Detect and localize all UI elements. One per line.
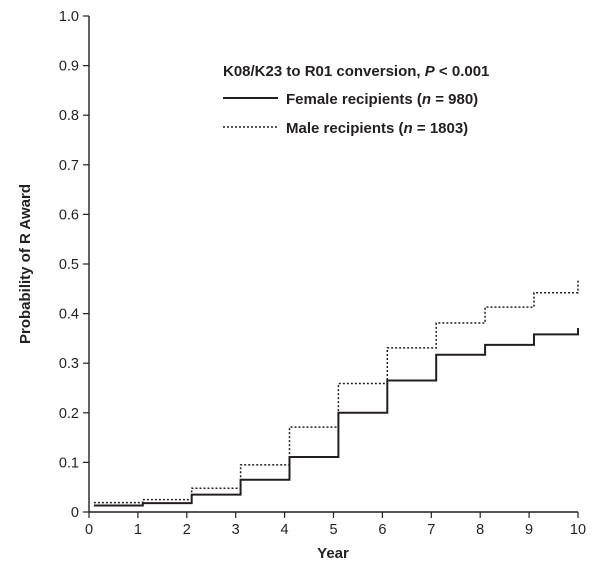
y-axis-title: Probability of R Award	[17, 184, 34, 344]
y-tick-label: 0.5	[59, 257, 79, 273]
y-tick-label: 0.7	[59, 158, 79, 174]
legend-label-female: Female recipients (n = 980)	[286, 91, 478, 108]
x-tick-label: 10	[570, 522, 586, 538]
x-axis-ticks: 0 1 2 3 4 5 6 7 8 9 10	[85, 512, 586, 538]
y-tick-label: 0.4	[59, 307, 79, 323]
male-survival-curve	[93, 280, 579, 504]
x-tick-label: 6	[378, 522, 386, 538]
legend-title: K08/K23 to R01 conversion, P < 0.001	[223, 63, 489, 80]
x-tick-label: 7	[427, 522, 435, 538]
x-tick-label: 9	[525, 522, 533, 538]
y-tick-label: 0.2	[59, 406, 79, 422]
x-tick-label: 8	[476, 522, 484, 538]
x-tick-label: 4	[281, 522, 289, 538]
x-tick-label: 2	[183, 522, 191, 538]
y-tick-label: 0	[71, 505, 79, 521]
x-tick-label: 3	[232, 522, 240, 538]
y-tick-label: 0.6	[59, 207, 79, 223]
y-axis-ticks: 0 0.1 0.2 0.3 0.4 0.5 0.6 0.7 0.8 0.9 1.0	[59, 9, 89, 521]
legend-label-male: Male recipients (n = 1803)	[286, 120, 468, 137]
x-tick-label: 1	[134, 522, 142, 538]
y-tick-label: 0.8	[59, 108, 79, 124]
y-tick-label: 0.9	[59, 59, 79, 75]
legend: K08/K23 to R01 conversion, P < 0.001 Fem…	[223, 63, 489, 137]
x-axis-title: Year	[317, 545, 349, 562]
x-tick-label: 5	[329, 522, 337, 538]
x-tick-label: 0	[85, 522, 93, 538]
series-layer	[93, 280, 579, 507]
y-tick-label: 0.3	[59, 356, 79, 372]
y-tick-label: 0.1	[59, 455, 79, 471]
female-survival-curve	[93, 327, 579, 507]
y-tick-label: 1.0	[59, 9, 79, 25]
